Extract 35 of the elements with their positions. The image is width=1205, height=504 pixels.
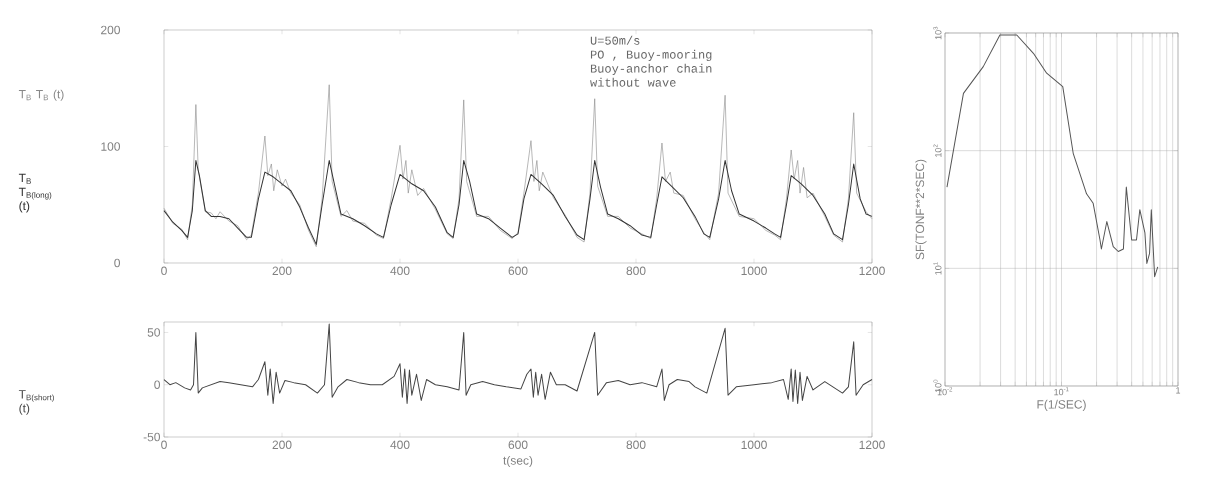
annotation: PO , Buoy-mooring <box>590 49 712 62</box>
y-tick-label: 100 <box>101 142 120 151</box>
x-tick-label: 1000 <box>741 440 767 450</box>
x-tick-label: 800 <box>626 266 646 276</box>
y-tick-label: 200 <box>101 25 120 35</box>
text: T$_{B(short)}$ (t) <box>18 390 54 415</box>
y-tick-label: 10$^{3}$ <box>933 26 942 40</box>
line-series <box>163 159 873 245</box>
x-tick-label: 0 <box>161 266 167 276</box>
x-tick-label: 1200 <box>859 440 885 450</box>
x-tick-label: 1200 <box>859 266 885 276</box>
annotation: Buoy-anchor chain <box>590 63 712 76</box>
y-tick-label: 10$^{2}$ <box>933 144 942 157</box>
y-tick-label: 10$^{1}$ <box>933 262 942 275</box>
x-tick-label: 400 <box>390 440 410 450</box>
x-axis-title: F(1/SEC) <box>1037 399 1086 412</box>
text: T$_{B}$ T$_{B(long)}$ (t) <box>18 173 52 213</box>
y-tick-label: 50 <box>147 328 160 337</box>
x-tick-label: 200 <box>272 440 292 450</box>
x-tick-label: 200 <box>272 266 292 276</box>
x-axis-title: t(sec) <box>503 455 533 468</box>
text: T$_{B}$ T$_{B}$ (t) <box>18 89 64 101</box>
x-tick-label: 1000 <box>741 266 767 276</box>
annotation: without wave <box>590 77 676 87</box>
y-tick-label: 0 <box>114 258 120 268</box>
x-tick-label: 600 <box>508 266 528 276</box>
x-tick-label: 800 <box>626 440 646 450</box>
x-tick-label: 10$^{-1}$ <box>1054 387 1069 396</box>
y-axis-title: SF(TONF**2*SEC) <box>915 159 927 260</box>
x-tick-label: 0 <box>161 440 167 450</box>
y-tick-label: -50 <box>143 432 160 442</box>
x-tick-label: 400 <box>390 266 410 276</box>
x-tick-label: 600 <box>508 440 528 450</box>
x-tick-label: 1 <box>1176 387 1181 394</box>
annotation: U=50m/s <box>590 35 640 45</box>
